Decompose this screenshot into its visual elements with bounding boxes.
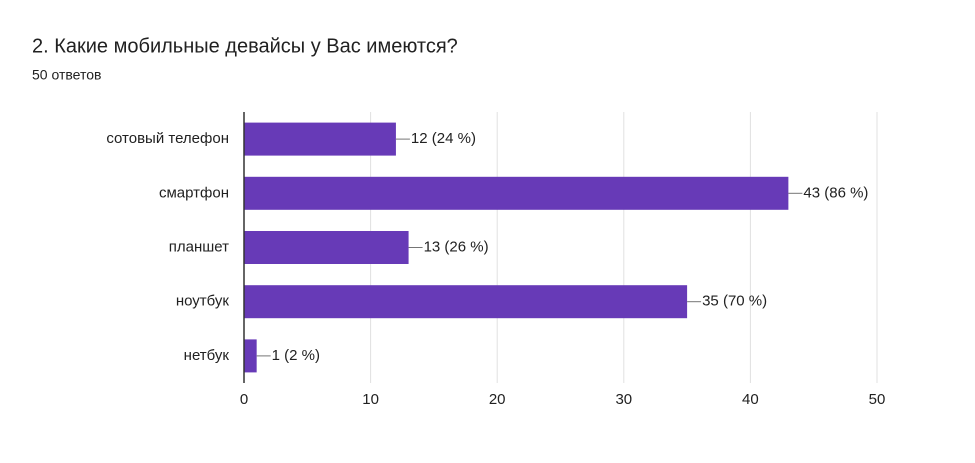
value-label: 13 (26 %)	[424, 238, 489, 255]
y-tick-label: смартфон	[159, 184, 229, 201]
bar	[244, 176, 789, 210]
x-tick-label: 50	[869, 391, 886, 408]
bar	[244, 231, 409, 264]
x-tick-label: 10	[362, 391, 379, 408]
bar	[244, 122, 396, 156]
y-tick-label: ноутбук	[176, 293, 230, 310]
chart-subtitle: 50 ответов	[32, 67, 101, 83]
x-tick-label: 0	[240, 391, 248, 408]
x-tick-label: 20	[489, 391, 506, 408]
value-label: 1 (2 %)	[272, 347, 320, 364]
bar	[244, 285, 688, 319]
chart-title: 2. Какие мобильные девайсы у Вас имеются…	[32, 35, 458, 57]
value-label: 12 (24 %)	[411, 130, 476, 147]
x-tick-label: 40	[742, 391, 759, 408]
y-tick-label: планшет	[169, 238, 229, 255]
value-label: 35 (70 %)	[702, 293, 767, 310]
y-tick-label: сотовый телефон	[106, 130, 229, 147]
value-label: 43 (86 %)	[803, 184, 868, 201]
x-tick-label: 30	[615, 391, 632, 408]
bar	[244, 339, 257, 373]
y-tick-label: нетбук	[184, 347, 230, 364]
